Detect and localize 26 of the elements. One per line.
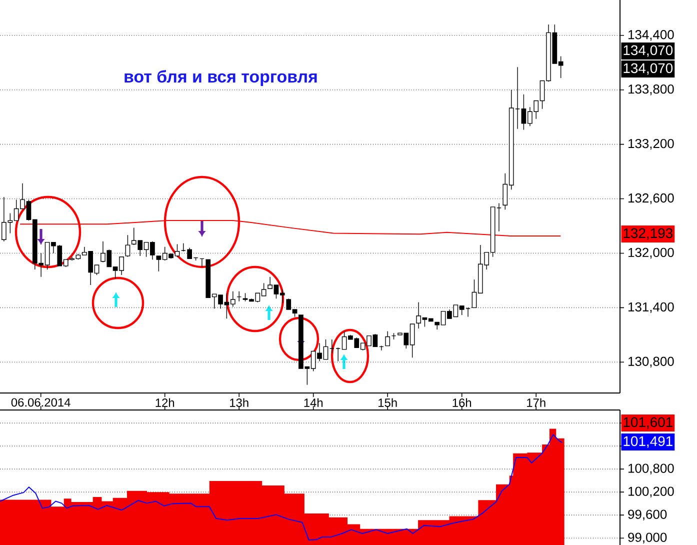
y-tick-label: 130,800: [628, 356, 674, 368]
y-tick-label: 132,600: [628, 193, 674, 204]
x-tick-label: 16h: [452, 398, 472, 407]
y-tick-label: 99,600: [628, 510, 667, 520]
candlestick: [125, 234, 130, 258]
y-tick-label: 133,200: [628, 138, 674, 150]
text: 134,070: [624, 63, 673, 75]
y-tick-label: 132,000: [628, 248, 674, 259]
text: 132,193: [624, 228, 672, 240]
text: 101,601: [624, 417, 672, 429]
x-tick-label: 06.06.2014: [11, 398, 70, 407]
text: 101,491: [624, 436, 672, 448]
annotation: вот бля и вся торговля: [124, 70, 317, 86]
x-tick-label: 12h: [156, 398, 174, 407]
y-tick-label: 100,200: [628, 486, 674, 498]
x-tick-label: 15h: [378, 398, 397, 407]
y-tick-label: 133,800: [628, 84, 674, 96]
y-tick-label: 100,800: [628, 464, 674, 474]
candlestick: [385, 330, 390, 346]
y-tick-label: 131,400: [628, 302, 674, 314]
x-tick-label: 17h: [527, 398, 546, 407]
y-tick-label: 99,000: [628, 532, 667, 544]
x-tick-label: 13h: [230, 398, 248, 407]
y-tick-label: 134,400: [628, 30, 674, 41]
x-tick-label: 14h: [304, 398, 323, 407]
text: 134,070: [624, 45, 673, 57]
